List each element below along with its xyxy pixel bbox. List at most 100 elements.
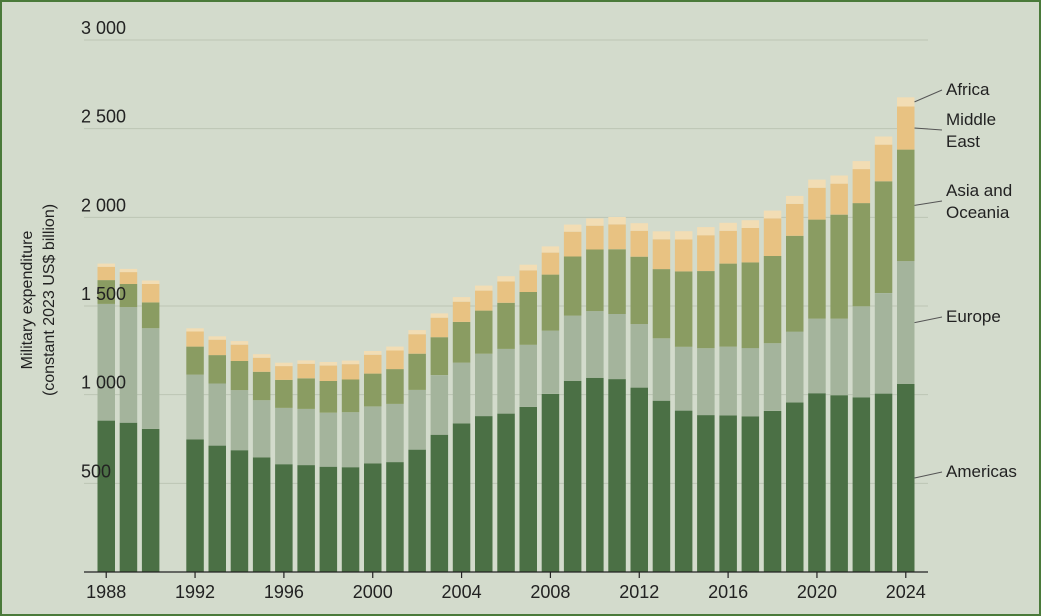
- axes: [84, 571, 928, 578]
- bar-middle-east-2001: [386, 350, 404, 370]
- legend: Africa Middle East Asia and Oceania Europe Ame…: [914, 80, 1017, 481]
- x-tick-label-1996: 1996: [264, 582, 304, 602]
- bar-americas-2021: [830, 395, 848, 572]
- bar-americas-1996: [275, 464, 293, 572]
- bar-asia-and-oceania-2015: [697, 271, 715, 349]
- bar-middle-east-1999: [341, 364, 360, 380]
- bar-africa-2005: [475, 285, 493, 291]
- bar-europe-2019: [786, 331, 804, 403]
- bar-middle-east-2018: [763, 218, 782, 256]
- bar-americas-2002: [408, 449, 426, 572]
- bar-asia-and-oceania-2002: [408, 353, 426, 390]
- bar-asia-and-oceania-2019: [786, 235, 804, 332]
- bar-asia-and-oceania-2010: [586, 249, 604, 312]
- bar-asia-and-oceania-2008: [541, 274, 560, 331]
- bar-americas-2007: [519, 406, 537, 572]
- bar-africa-2022: [852, 161, 871, 170]
- bar-americas-2005: [475, 416, 493, 572]
- bar-americas-2004: [452, 423, 471, 572]
- bar-middle-east-2016: [719, 230, 737, 264]
- bar-middle-east-1996: [275, 366, 293, 380]
- bar-asia-and-oceania-2016: [719, 263, 737, 347]
- bar-americas-2012: [630, 387, 648, 572]
- bar-middle-east-2023: [874, 144, 893, 182]
- bar-europe-2024: [897, 261, 915, 384]
- x-tick-label-2000: 2000: [353, 582, 393, 602]
- bar-asia-and-oceania-2013: [652, 269, 671, 339]
- bar-africa-2013: [652, 231, 671, 240]
- bar-europe-2014: [674, 346, 693, 411]
- bar-middle-east-2006: [497, 281, 515, 303]
- legend-label-middle-east: Middle East: [946, 110, 996, 151]
- bar-americas-1990: [141, 428, 160, 572]
- bar-africa-2020: [808, 179, 826, 188]
- bar-africa-1995: [252, 354, 271, 358]
- bar-middle-east-2009: [563, 231, 582, 257]
- bar-asia-and-oceania-1999: [341, 379, 360, 413]
- bar-middle-east-2005: [475, 290, 493, 311]
- bar-europe-2013: [652, 338, 671, 401]
- bar-europe-2010: [586, 311, 604, 378]
- bar-asia-and-oceania-1990: [141, 302, 160, 329]
- bar-asia-and-oceania-1997: [297, 378, 315, 409]
- bar-africa-2004: [452, 297, 471, 302]
- x-tick-label-1992: 1992: [175, 582, 215, 602]
- bar-europe-1990: [141, 328, 160, 429]
- bar-middle-east-2003: [430, 317, 449, 338]
- bar-asia-and-oceania-2004: [452, 322, 471, 363]
- bar-asia-and-oceania-2001: [386, 369, 404, 404]
- bar-asia-and-oceania-2021: [830, 214, 848, 319]
- bar-asia-and-oceania-2006: [497, 302, 515, 349]
- bar-asia-and-oceania-2005: [475, 310, 493, 354]
- bar-middle-east-2015: [697, 235, 715, 271]
- bar-europe-1997: [297, 408, 315, 466]
- bar-asia-and-oceania-2020: [808, 219, 826, 319]
- bar-europe-2022: [852, 306, 871, 398]
- bar-middle-east-2020: [808, 187, 826, 220]
- legend-label-africa: Africa: [946, 80, 990, 99]
- bar-asia-and-oceania-1993: [208, 355, 226, 384]
- bar-africa-2018: [763, 210, 782, 219]
- bar-middle-east-2013: [652, 239, 671, 270]
- bar-africa-1999: [341, 360, 360, 365]
- y-tick-label-1000: 1 000: [81, 373, 126, 393]
- bar-middle-east-2022: [852, 169, 871, 204]
- bar-middle-east-2007: [519, 270, 537, 292]
- bar-europe-1994: [230, 390, 249, 451]
- bar-americas-1988: [97, 420, 115, 572]
- bar-europe-2015: [697, 348, 715, 416]
- bar-asia-and-oceania-2023: [874, 181, 893, 293]
- bar-middle-east-2021: [830, 183, 848, 215]
- bar-americas-2010: [586, 377, 604, 572]
- bar-africa-2019: [786, 195, 804, 204]
- bar-europe-1999: [341, 412, 360, 468]
- x-tick-labels: 1988 1992 1996 2000 2004 2008 2012 2016 2020 2024: [86, 582, 926, 602]
- bar-europe-2023: [874, 293, 893, 394]
- bar-middle-east-2014: [674, 239, 693, 272]
- bar-africa-1994: [230, 341, 249, 345]
- bar-americas-1997: [297, 465, 315, 572]
- bar-middle-east-2012: [630, 230, 648, 257]
- bar-africa-2002: [408, 330, 426, 335]
- bar-middle-east-2002: [408, 334, 426, 354]
- bar-asia-and-oceania-2022: [852, 203, 871, 307]
- bar-africa-2001: [386, 346, 404, 351]
- bar-middle-east-1995: [252, 357, 271, 372]
- bar-asia-and-oceania-1988: [97, 280, 115, 304]
- bar-africa-2017: [741, 220, 760, 228]
- bar-africa-2012: [630, 223, 648, 231]
- bar-americas-1994: [230, 450, 249, 572]
- bar-middle-east-2010: [586, 225, 604, 250]
- bars: [97, 97, 915, 572]
- bar-americas-1998: [319, 466, 338, 572]
- bar-africa-2014: [674, 231, 693, 240]
- bar-europe-2003: [430, 375, 449, 435]
- bar-middle-east-2019: [786, 203, 804, 236]
- bar-asia-and-oceania-1998: [319, 381, 338, 413]
- y-axis-label-line1: Military expenditure: [19, 231, 36, 370]
- bar-europe-1988: [97, 303, 115, 421]
- bar-americas-2006: [497, 413, 515, 572]
- bar-europe-2006: [497, 348, 515, 414]
- bar-americas-2023: [874, 393, 893, 572]
